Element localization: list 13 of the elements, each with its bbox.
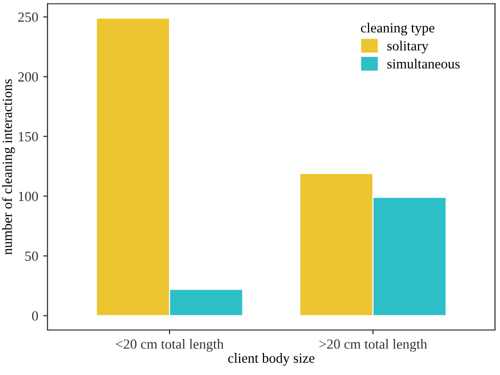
legend-label: simultaneous [387, 58, 460, 69]
legend-title: cleaning type [360, 22, 434, 36]
y-axis-title: number of cleaning interactions [2, 79, 15, 255]
y-tick-label: 0 [32, 311, 38, 321]
x-tick-label: >20 cm total length [319, 339, 428, 352]
y-tick-label: 100 [18, 192, 38, 202]
y-tick-label: 250 [18, 12, 38, 22]
x-axis-title: client body size [228, 353, 314, 366]
x-tick-label: <20 cm total length [116, 339, 224, 352]
y-tick-label: 200 [18, 72, 38, 82]
y-tick-label: 150 [18, 132, 38, 142]
y-tick-label: 50 [25, 251, 38, 261]
legend-label: solitary [387, 40, 428, 54]
